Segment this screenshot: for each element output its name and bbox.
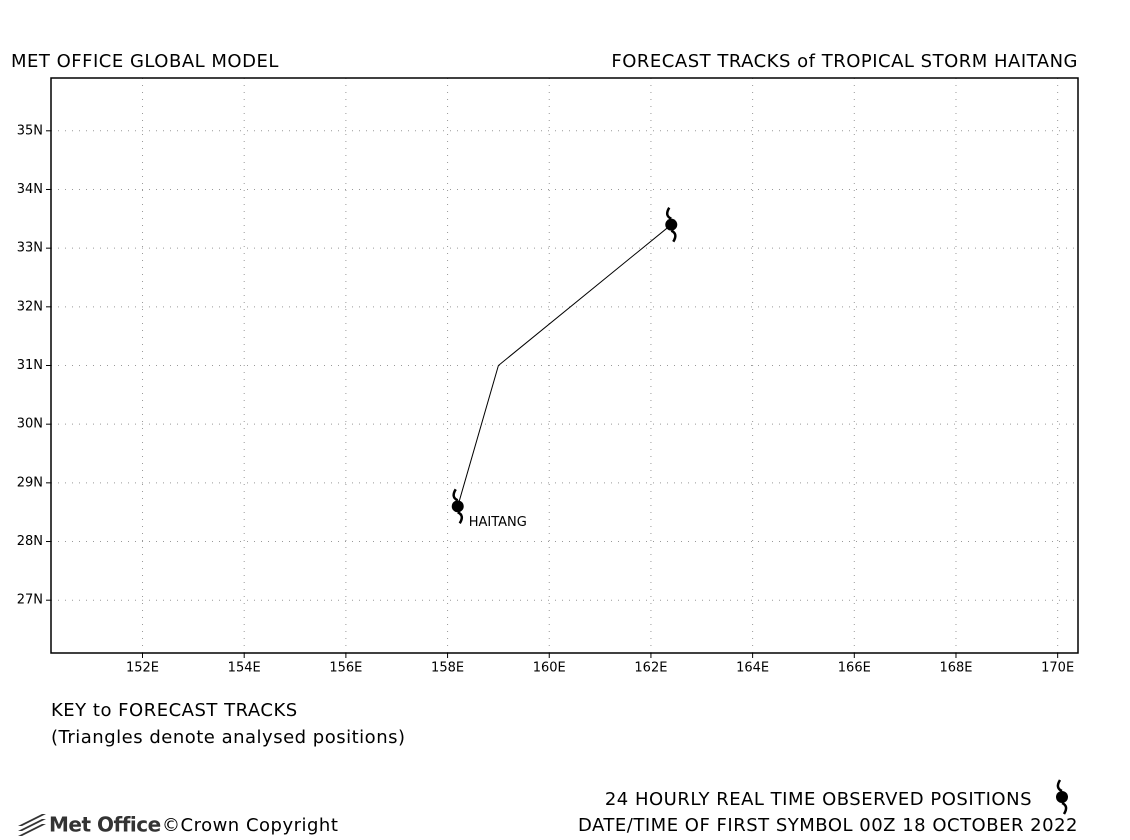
y-tick-label: 33N — [17, 241, 43, 256]
logo-icon — [18, 814, 46, 836]
storm-position — [665, 218, 678, 231]
storm-track — [457, 224, 672, 507]
y-tick-label: 29N — [17, 475, 43, 490]
y-tick-label: 27N — [17, 593, 43, 608]
x-tick-label: 152E — [126, 661, 159, 676]
x-tick-label: 168E — [939, 661, 972, 676]
x-tick-label: 156E — [329, 661, 362, 676]
date-note: DATE/TIME OF FIRST SYMBOL 00Z 18 OCTOBER… — [578, 815, 1078, 836]
logo-text: Met Office — [49, 813, 161, 837]
x-tick-label: 166E — [838, 661, 871, 676]
x-tick-label: 160E — [533, 661, 566, 676]
storm-tails — [665, 207, 677, 243]
x-tick-label: 162E — [634, 661, 667, 676]
x-tick-label: 158E — [431, 661, 464, 676]
x-tick-label: 170E — [1041, 661, 1074, 676]
key-title: KEY to FORECAST TRACKS — [51, 700, 298, 721]
storm-label: HAITANG — [469, 515, 527, 530]
key-note: (Triangles denote analysed positions) — [51, 727, 406, 748]
y-tick-label: 34N — [17, 182, 43, 197]
x-tick-label: 164E — [736, 661, 769, 676]
copyright: ©Crown Copyright — [162, 815, 338, 836]
storm-symbol — [665, 207, 678, 243]
x-tick-label: 154E — [228, 661, 261, 676]
storm-symbol — [451, 488, 464, 524]
storm-tails — [452, 488, 464, 524]
y-tick-label: 28N — [17, 534, 43, 549]
storm-symbol-key — [1056, 779, 1068, 815]
y-tick-label: 35N — [17, 123, 43, 138]
y-tick-label: 30N — [17, 417, 43, 432]
y-tick-label: 32N — [17, 299, 43, 314]
observed-note: 24 HOURLY REAL TIME OBSERVED POSITIONS — [605, 789, 1032, 810]
title-left: MET OFFICE GLOBAL MODEL — [11, 51, 279, 72]
storm-position — [451, 500, 464, 513]
y-tick-label: 31N — [17, 358, 43, 373]
title-right: FORECAST TRACKS of TROPICAL STORM HAITAN… — [611, 51, 1078, 72]
